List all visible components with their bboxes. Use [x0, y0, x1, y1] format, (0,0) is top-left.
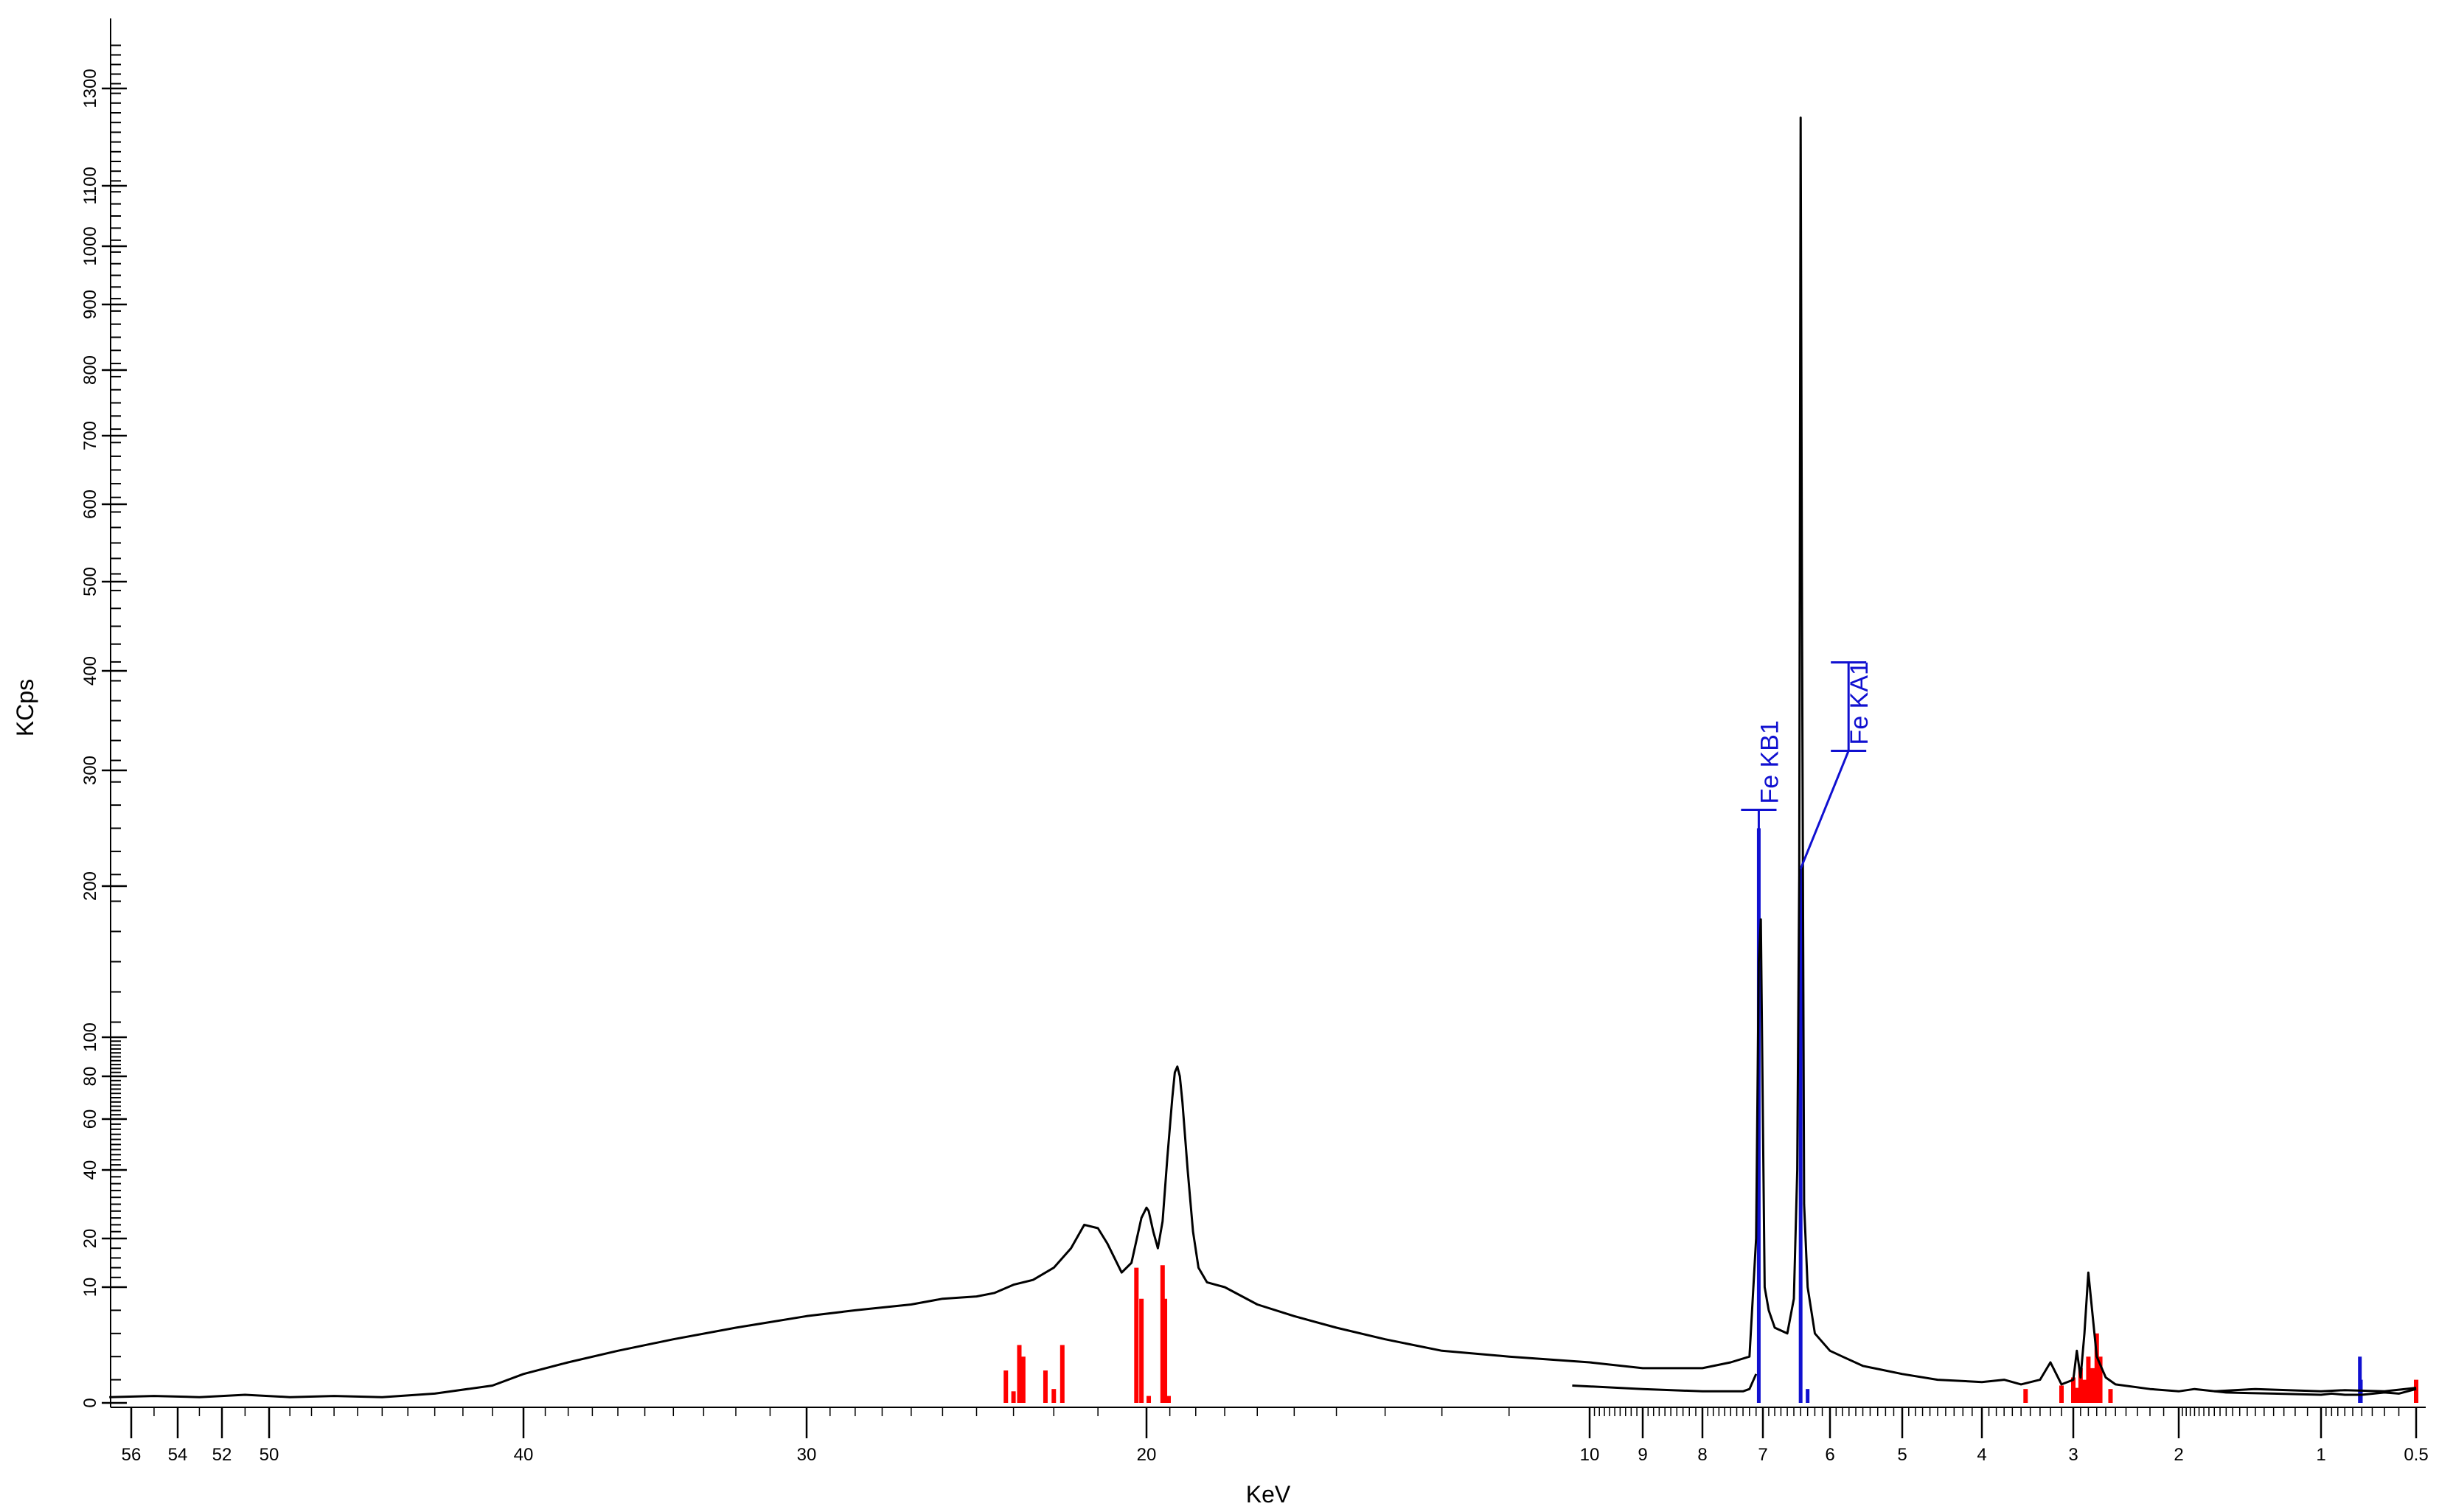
x-tick-label: 0.5: [2404, 1445, 2428, 1465]
element-lines-fe: [1756, 828, 2363, 1403]
y-tick-label: 60: [80, 1109, 100, 1129]
y-axis-title: KCps: [12, 679, 38, 736]
x-tick-label: 8: [1697, 1445, 1707, 1465]
x-tick-label: 56: [122, 1445, 142, 1465]
y-axis: 0 10 20 40 60 80 100 200 300 400 500 600 700 800 900 10…: [80, 18, 127, 1408]
y-tick-label: 900: [80, 290, 100, 319]
x-tick-label: 9: [1638, 1445, 1647, 1465]
x-tick-label: 20: [1137, 1445, 1157, 1465]
x-tick-label: 40: [514, 1445, 534, 1465]
y-tick-label: 400: [80, 656, 100, 686]
y-tick-label: 1100: [80, 167, 100, 205]
x-tick-label: 5: [1897, 1445, 1907, 1465]
x-tick-label: 50: [260, 1445, 279, 1465]
x-tick-label: 52: [212, 1445, 232, 1465]
y-tick-label: 0: [80, 1398, 100, 1407]
spectrum-line: [1572, 1373, 1758, 1393]
x-tick-label: 1: [2316, 1445, 2325, 1465]
y-tick-label: 200: [80, 871, 100, 901]
x-tick-label: 30: [797, 1445, 817, 1465]
x-axis: 56 54 52 50 40 30 20 10 9 8 7 6 5 4 3 2 1 0.5: [111, 1407, 2429, 1465]
x-tick-label: 2: [2174, 1445, 2183, 1465]
y-tick-label: 800: [80, 355, 100, 385]
element-lines-red: [1003, 1265, 2418, 1403]
annotation-leader: [1799, 750, 1850, 870]
spectrum-line: [109, 116, 2417, 1398]
y-tick-label: 10: [80, 1278, 100, 1297]
x-tick-label: 54: [168, 1445, 188, 1465]
x-axis-title: KeV: [1246, 1481, 1291, 1508]
y-tick-label: 1000: [80, 226, 100, 265]
y-tick-label: 300: [80, 756, 100, 785]
y-tick-label: 80: [80, 1067, 100, 1087]
y-tick-label: 40: [80, 1160, 100, 1180]
x-tick-label: 10: [1580, 1445, 1600, 1465]
y-tick-label: 100: [80, 1022, 100, 1052]
x-tick-label: 7: [1758, 1445, 1767, 1465]
spectrum-line: [2214, 1387, 2417, 1393]
annotations: Fe KB1 Fe KA1: [1741, 661, 1873, 870]
annotation-label: Fe KB1: [1756, 720, 1784, 804]
spectrum-series: [109, 116, 2417, 1398]
annotation-label: Fe KA1: [1845, 661, 1873, 745]
y-tick-label: 1300: [80, 69, 100, 108]
x-tick-label: 6: [1825, 1445, 1834, 1465]
x-tick-label: 4: [1977, 1445, 1986, 1465]
y-tick-label: 700: [80, 421, 100, 450]
x-tick-label: 3: [2068, 1445, 2078, 1465]
y-tick-label: 500: [80, 567, 100, 596]
y-tick-label: 600: [80, 490, 100, 519]
y-tick-label: 20: [80, 1229, 100, 1249]
